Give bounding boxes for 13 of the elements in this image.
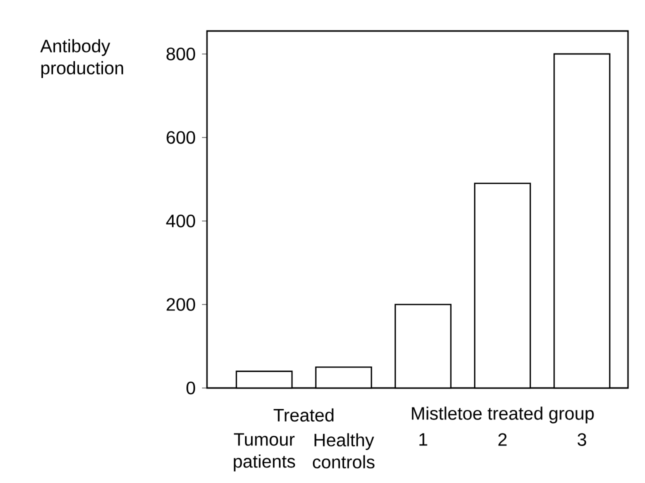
- x-tick-label: Healthy controls: [312, 433, 374, 468]
- text: Mistletoe treated group: [412, 406, 594, 424]
- y-tick-label: 800: [166, 48, 196, 60]
- x-tick-label: 1: [419, 433, 428, 446]
- text: Treated: [274, 408, 334, 422]
- x-tick-label: 2: [498, 433, 507, 446]
- x-tick-label: Tumour patients: [234, 433, 296, 472]
- y-tick-label: 0: [186, 382, 196, 394]
- y-tick-label: 200: [166, 298, 196, 311]
- y-tick-label: 600: [166, 131, 196, 144]
- y-tick-label: 400: [166, 214, 196, 228]
- x-tick-label: 3: [578, 433, 586, 446]
- y-axis-title: Antibody production: [40, 39, 124, 78]
